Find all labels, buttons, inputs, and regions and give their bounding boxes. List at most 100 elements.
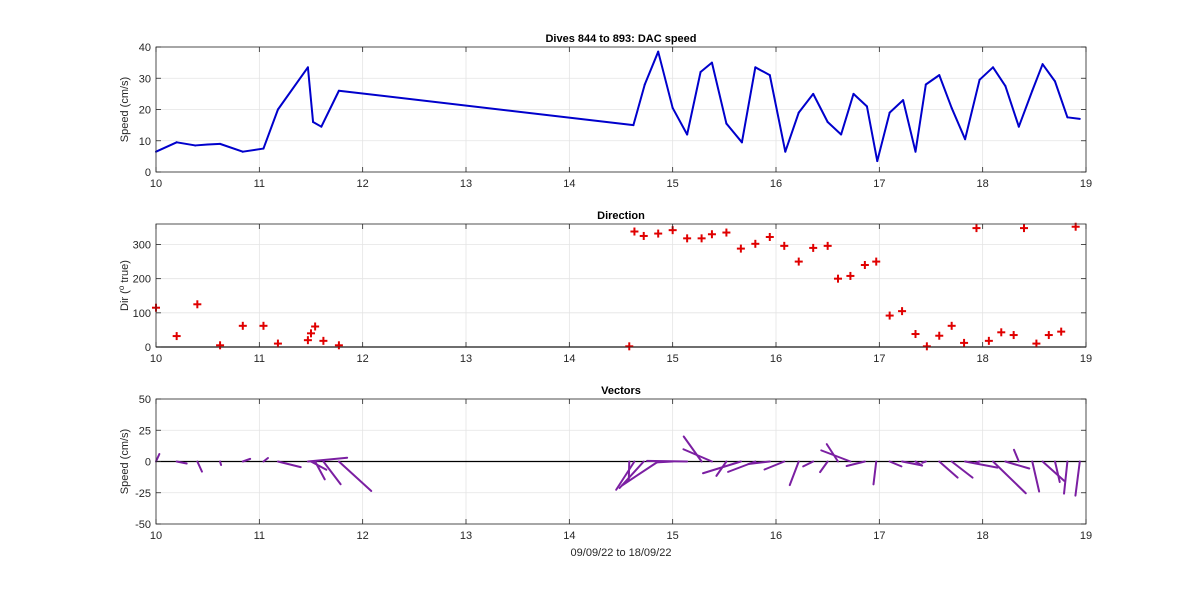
x-tick-label: 12: [357, 353, 369, 365]
velocity-vector: [1012, 448, 1020, 463]
speed-line-segment: [306, 66, 315, 123]
speed-line-segment: [754, 66, 771, 77]
speed-line-segment: [219, 142, 244, 153]
direction-point: [216, 341, 225, 350]
direction-point: [922, 342, 931, 351]
speed-line-segment: [784, 111, 800, 153]
direction-point: [780, 241, 789, 250]
velocity-vector: [337, 460, 373, 492]
x-tick-label: 16: [770, 178, 782, 190]
y-tick-label: 30: [139, 73, 151, 85]
y-tick-label: 40: [139, 42, 151, 54]
speed-line-segment: [671, 106, 689, 136]
speed-line-segment: [740, 66, 757, 144]
velocity-vector: [1031, 460, 1041, 493]
direction-point: [765, 232, 774, 241]
speed-line-segment: [686, 71, 702, 136]
velocity-vector: [196, 460, 203, 473]
velocity-vector: [914, 460, 924, 467]
velocity-vector: [788, 460, 800, 487]
direction-point: [911, 330, 920, 339]
direction-point: [947, 321, 956, 330]
velocity-vector: [975, 460, 981, 464]
velocity-vector: [763, 460, 786, 471]
y-axis-label-part: Dir (: [119, 290, 131, 311]
velocity-vector: [964, 460, 999, 469]
x-tick-label: 11: [254, 178, 265, 190]
x-tick-label: 12: [357, 178, 369, 190]
direction-point: [997, 328, 1006, 337]
velocity-vector: [820, 449, 852, 463]
speed-line-segment: [643, 50, 660, 86]
speed-line-segment: [276, 66, 309, 111]
velocity-vector: [682, 448, 713, 463]
speed-line-segment: [312, 121, 323, 128]
x-tick-label: 15: [667, 178, 679, 190]
y-axis-label: Speed (cm/s): [119, 429, 131, 494]
direction-point: [311, 322, 320, 331]
velocity-vector: [1063, 460, 1069, 495]
speed-line-segment: [155, 141, 178, 153]
x-tick-label: 19: [1080, 530, 1092, 542]
x-tick-label: 14: [563, 530, 575, 542]
y-tick-label: 300: [133, 240, 151, 252]
direction-point: [935, 331, 944, 340]
speed-line-segment: [710, 61, 728, 125]
velocity-vector: [802, 460, 815, 468]
speed-line-segment: [175, 141, 197, 147]
velocity-vector: [715, 460, 728, 477]
x-tick-label: 10: [150, 178, 162, 190]
speed-line-segment: [632, 83, 646, 127]
axes-box: [155, 223, 1087, 348]
direction-point: [334, 341, 343, 350]
y-tick-label: 0: [145, 342, 151, 354]
speed-line-segment: [337, 89, 635, 127]
velocity-vector: [175, 460, 188, 465]
velocity-vector: [262, 457, 269, 463]
speed-line-segment: [978, 66, 994, 81]
x-axis-label: 09/09/22 to 18/09/22: [571, 547, 672, 559]
x-tick-label: 10: [150, 530, 162, 542]
velocity-vector: [992, 460, 1027, 495]
y-tick-label: 0: [145, 457, 151, 469]
panel-title: Direction: [597, 210, 645, 222]
x-tick-label: 11: [254, 530, 265, 542]
velocity-vector: [615, 460, 636, 491]
velocity-vector: [819, 460, 829, 474]
direction-point: [751, 239, 760, 248]
speed-line-segment: [950, 106, 967, 141]
direction-point: [273, 339, 282, 348]
direction-point: [1020, 224, 1028, 233]
y-tick-label: 25: [139, 425, 151, 437]
direction-point: [1032, 339, 1041, 348]
speed-line-segment: [914, 83, 927, 153]
x-tick-label: 13: [460, 353, 472, 365]
speed-line-segment: [241, 147, 265, 153]
x-tick-label: 12: [357, 530, 369, 542]
velocity-vector: [921, 460, 927, 464]
direction-point: [960, 338, 969, 347]
x-tick-label: 13: [460, 178, 472, 190]
speed-line-segment: [888, 99, 905, 114]
velocity-vector: [322, 460, 342, 486]
x-tick-label: 15: [667, 353, 679, 365]
x-tick-label: 19: [1080, 178, 1092, 190]
x-tick-label: 17: [873, 530, 885, 542]
y-tick-label: 100: [133, 308, 151, 320]
speed-line-segment: [1031, 63, 1044, 92]
speed-line-segment: [206, 142, 222, 146]
velocity-vector: [901, 460, 923, 467]
velocity-vector: [950, 460, 974, 479]
x-tick-label: 16: [770, 353, 782, 365]
direction-point: [860, 261, 869, 269]
velocity-vector: [1004, 460, 1031, 470]
speed-line-segment: [964, 78, 981, 141]
velocity-vector: [219, 460, 223, 466]
x-tick-label: 18: [977, 178, 989, 190]
x-tick-label: 10: [150, 353, 162, 365]
direction-point: [834, 274, 842, 283]
direction-point: [630, 227, 639, 236]
velocity-vector: [845, 460, 866, 467]
direction-point: [307, 329, 315, 338]
speed-line-segment: [852, 92, 868, 108]
